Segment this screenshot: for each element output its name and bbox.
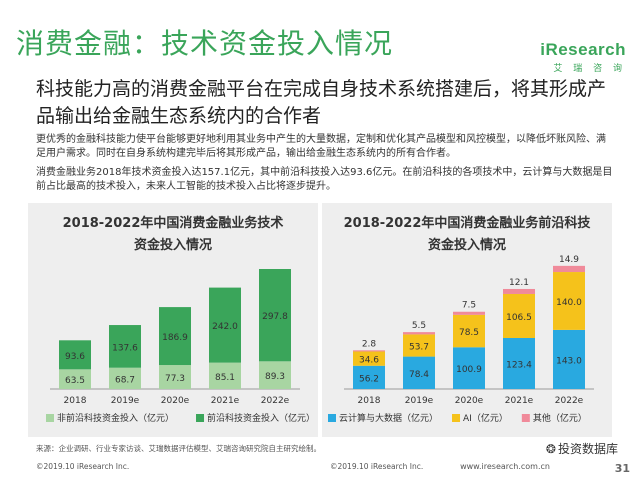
logo-brand: iResearch (540, 40, 626, 59)
bar-segment (503, 337, 535, 389)
data-label: 123.4 (506, 360, 532, 370)
bar-segment (59, 369, 91, 389)
legend-swatch (46, 414, 54, 422)
body-paragraph-1: 更优秀的金融科技能力使平台能够更好地利用其业务中产生的大量数据，定制和优化其产品… (36, 134, 606, 159)
data-label: 106.5 (506, 313, 532, 323)
legend-swatch (328, 414, 336, 422)
bar-segment (503, 293, 535, 338)
x-tick-label: 2019e (405, 396, 434, 406)
data-label: 85.1 (215, 373, 235, 383)
data-label: 140.0 (556, 298, 582, 308)
chart-title-line-2: 资金投入情况 (133, 238, 212, 253)
watermark-text: 投资数据库 (557, 442, 618, 456)
data-label: 89.3 (265, 372, 285, 382)
bar-segment (353, 350, 385, 352)
bar-segment (553, 272, 585, 330)
chart-total-investment: 63.5 93.6 2018 68.7 137.6 2019e 77.3 186.9 2020e… (46, 268, 315, 424)
data-label: 12.1 (509, 278, 529, 288)
bar-segment (353, 365, 385, 389)
legend-label: 非前沿科技资金投入（亿元） (57, 412, 174, 424)
copyright-middle: ©2019.10 iResearch Inc. (330, 462, 424, 471)
legend-label: AI（亿元） (463, 412, 508, 424)
data-label: 297.8 (262, 312, 288, 322)
data-label: 78.4 (409, 370, 429, 380)
chart-panel-total-investment: 2018-2022年中国消费金融业务技术 资金投入情况 63.5 93.6 2018… (28, 203, 318, 437)
bar-segment (453, 311, 485, 315)
legend-label: 前沿科技资金投入（亿元） (207, 412, 315, 424)
bar-segment (209, 362, 241, 389)
iresearch-logo: iResearch 艾 瑞 咨 询 (540, 40, 626, 74)
x-tick-label: 2021e (505, 396, 534, 406)
x-tick-label: 2022e (261, 396, 290, 406)
bar-segment (353, 351, 385, 366)
bar-segment (503, 288, 535, 294)
bar-segment (59, 340, 91, 370)
x-tick-label: 2018 (358, 396, 381, 406)
x-tick-label: 2019e (111, 396, 140, 406)
headline: 科技能力高的消费金融平台在完成自身技术系统搭建后，将其形成产品输出给金融生态系统… (36, 78, 607, 127)
x-tick-label: 2021e (211, 396, 240, 406)
source-note: 来源：企业调研、行业专家访谈、艾瑞数据评估模型、艾瑞咨询研究院自主研究绘制。 (36, 444, 321, 453)
body-paragraph-2: 消费金融业务2018年技术资金投入达157.1亿元，其中前沿科技投入达93.6亿… (36, 167, 613, 192)
legend-label: 其他（亿元） (533, 412, 587, 424)
bar-segment (109, 325, 141, 368)
data-label: 5.5 (412, 321, 426, 331)
logo-subtitle: 艾 瑞 咨 询 (553, 64, 626, 74)
data-label: 137.6 (112, 343, 138, 353)
bar-segment (259, 268, 291, 362)
bar-segment (553, 265, 585, 273)
page-title: 消费金融：技术资金投入情况 (16, 27, 394, 60)
data-label: 34.6 (359, 356, 379, 366)
x-tick-label: 2020e (455, 396, 484, 406)
legend-label: 云计算与大数据（亿元） (339, 412, 438, 424)
chart-panel-frontier-tech: 2018-2022年中国消费金融业务前沿科技 资金投入情况 56.2 34.6 2.… (322, 203, 612, 437)
chart-frontier-tech-investment: 56.2 34.6 2.8 2018 78.4 53.7 5.5 2019e 100.9 78.5… (328, 255, 594, 424)
bar-segment (403, 356, 435, 389)
bar-segment (109, 367, 141, 389)
data-label: 78.5 (459, 328, 479, 338)
data-label: 100.9 (456, 365, 482, 375)
data-label: 143.0 (556, 356, 582, 366)
bar-segment (159, 365, 191, 389)
legend-swatch (196, 414, 205, 422)
data-label: 7.5 (462, 301, 476, 311)
bar-segment (403, 334, 435, 357)
x-tick-label: 2022e (555, 396, 584, 406)
chart-title-line-1: 2018-2022年中国消费金融业务技术 (62, 216, 284, 231)
bar-segment (453, 314, 485, 348)
data-label: 68.7 (115, 375, 135, 385)
wechat-icon: ❂ (545, 442, 556, 456)
data-label: 186.9 (162, 333, 188, 343)
data-label: 2.8 (362, 339, 377, 349)
legend-swatch (452, 414, 461, 422)
data-label: 56.2 (359, 374, 379, 384)
data-label: 93.6 (65, 352, 85, 362)
bar-segment (553, 329, 585, 389)
data-label: 14.9 (559, 255, 579, 265)
chart-title: 2018-2022年中国消费金融业务前沿科技 资金投入情况 (322, 213, 612, 257)
chart-title-line-1: 2018-2022年中国消费金融业务前沿科技 (343, 216, 591, 231)
data-label: 242.0 (212, 322, 238, 332)
legend-swatch (521, 414, 530, 422)
bar-segment (259, 361, 291, 389)
bar-segment (403, 332, 435, 335)
chart-title-line-2: 资金投入情况 (427, 238, 506, 253)
data-label: 53.7 (409, 342, 429, 352)
watermark: ❂ 投资数据库 (545, 440, 618, 457)
x-tick-label: 2020e (161, 396, 190, 406)
website-link[interactable]: www.iresearch.com.cn (460, 462, 550, 471)
chart-title: 2018-2022年中国消费金融业务技术 资金投入情况 (28, 213, 318, 257)
bar-segment (159, 307, 191, 366)
bar-segment (209, 287, 241, 363)
page-number: 31 (614, 462, 630, 475)
copyright-left: ©2019.10 iResearch Inc. (36, 462, 130, 471)
bar-segment (453, 347, 485, 389)
x-tick-label: 2018 (64, 396, 87, 406)
data-label: 77.3 (165, 374, 185, 384)
data-label: 63.5 (65, 376, 85, 386)
